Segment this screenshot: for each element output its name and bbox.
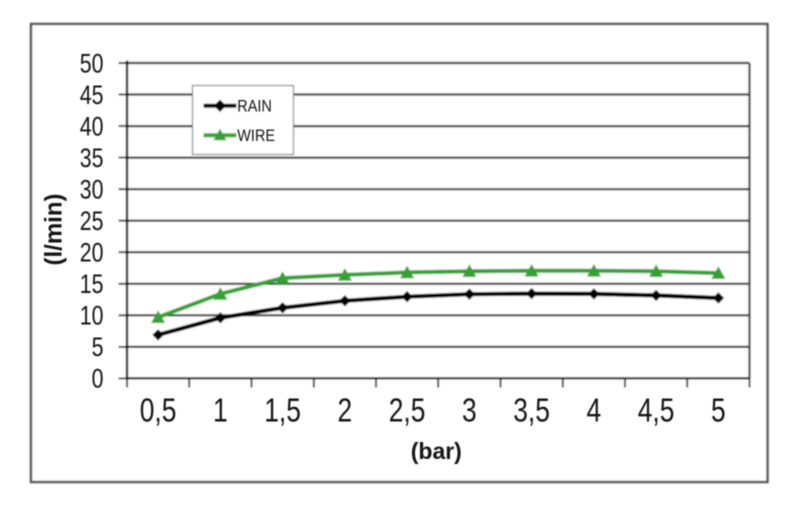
svg-text:35: 35 (80, 144, 104, 174)
svg-text:5: 5 (92, 333, 104, 363)
svg-text:50: 50 (80, 49, 104, 79)
svg-text:WIRE: WIRE (237, 127, 275, 145)
svg-text:3: 3 (462, 393, 477, 429)
svg-text:45: 45 (80, 80, 104, 110)
svg-text:(l/min): (l/min) (41, 194, 68, 266)
svg-text:2: 2 (338, 393, 353, 429)
svg-text:15: 15 (80, 270, 104, 300)
svg-text:1,5: 1,5 (264, 393, 301, 429)
svg-text:RAIN: RAIN (237, 97, 272, 115)
svg-text:(bar): (bar) (411, 438, 462, 464)
svg-text:40: 40 (80, 112, 104, 142)
svg-text:0: 0 (92, 364, 104, 394)
svg-text:20: 20 (80, 238, 104, 268)
svg-text:25: 25 (80, 207, 104, 237)
svg-text:0,5: 0,5 (140, 393, 177, 429)
svg-text:30: 30 (80, 175, 104, 205)
svg-text:10: 10 (80, 301, 104, 331)
svg-text:4: 4 (587, 393, 602, 429)
svg-text:3,5: 3,5 (513, 393, 550, 429)
svg-text:2,5: 2,5 (389, 393, 426, 429)
svg-text:1: 1 (213, 393, 228, 429)
svg-text:4,5: 4,5 (638, 393, 675, 429)
svg-text:5: 5 (711, 393, 726, 429)
